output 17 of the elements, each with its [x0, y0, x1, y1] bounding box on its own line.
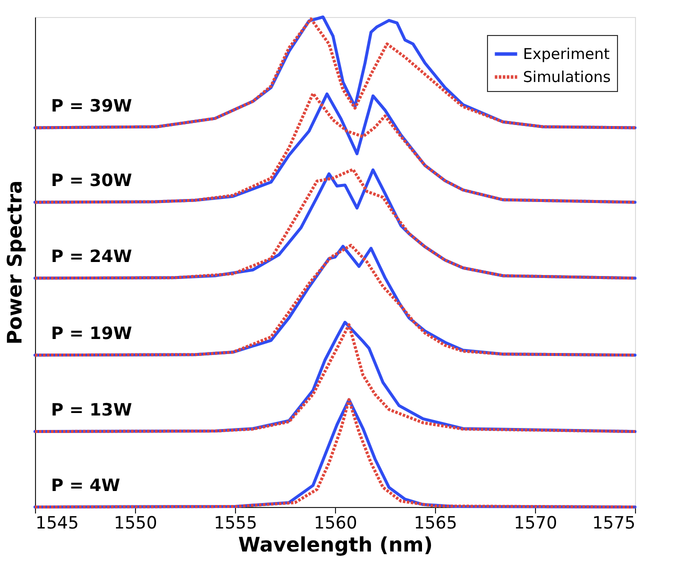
x-tick-label: 1560: [314, 514, 358, 534]
annotation: P = 4W: [51, 476, 120, 496]
x-tick-label: 1575: [592, 514, 636, 534]
annotation: P = 24W: [51, 247, 132, 268]
x-tick-label: 1550: [114, 514, 158, 534]
y-axis-title: Power Spectra: [2, 180, 26, 345]
x-tick-label: 1545: [36, 514, 79, 534]
annotation: P = 30W: [51, 171, 132, 192]
annotation: P = 13W: [51, 400, 132, 421]
legend-label: Simulations: [523, 68, 611, 86]
x-tick-label: 1570: [514, 514, 558, 534]
annotation: P = 39W: [51, 96, 132, 117]
x-axis-title: Wavelength (nm): [238, 532, 433, 556]
x-tick-label: 1555: [214, 514, 258, 534]
annotation: P = 19W: [51, 324, 132, 344]
legend-label: Experiment: [523, 45, 610, 63]
x-tick-label: 1565: [414, 514, 458, 534]
